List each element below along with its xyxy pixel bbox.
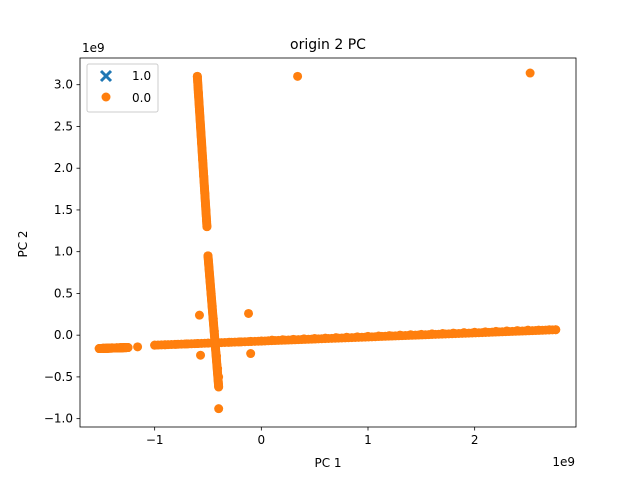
x-axis-label: PC 1 — [314, 456, 341, 470]
y-offset-text: 1e9 — [82, 41, 105, 55]
x-tick-label: 2 — [471, 433, 479, 447]
legend: 1.0 0.0 — [86, 63, 159, 113]
scatter-point — [194, 310, 204, 320]
scatter-point — [293, 71, 303, 81]
scatter-point — [525, 68, 535, 78]
y-tick-label: 1.5 — [54, 203, 73, 217]
scatter-point — [196, 350, 206, 360]
axes-frame — [79, 57, 577, 428]
y-tick-label: 3.0 — [54, 78, 73, 92]
y-tick-label: −1.0 — [44, 412, 73, 426]
legend-label-1: 1.0 — [132, 69, 151, 83]
x-offset-text: 1e9 — [552, 455, 575, 469]
legend-entry-2: 0.0 — [101, 91, 151, 105]
x-tick-label: 0 — [258, 433, 266, 447]
scatter-point — [246, 349, 256, 359]
legend-entry-1: 1.0 — [99, 69, 151, 83]
scatter-point — [244, 308, 254, 318]
y-tick-label: 0.5 — [54, 286, 73, 300]
scatter-point — [551, 325, 561, 335]
y-tick-label: 1.0 — [54, 245, 73, 259]
x-tick-label: 1 — [364, 433, 372, 447]
y-tick-label: −0.5 — [44, 370, 73, 384]
legend-label-2: 0.0 — [132, 91, 151, 105]
y-tick-label: 2.0 — [54, 161, 73, 175]
y-axis-ticks: −1.0 −0.5 0.0 0.5 1.0 1.5 2.0 2.5 3.0 — [44, 78, 80, 426]
scatter-point — [133, 342, 143, 352]
legend-marker-circle — [101, 92, 111, 102]
x-axis-ticks: −1 0 1 2 — [146, 427, 479, 447]
chart-title: origin 2 PC — [290, 37, 366, 53]
scatter-point — [214, 404, 224, 414]
x-tick-label: −1 — [146, 433, 164, 447]
y-axis-label: PC 2 — [16, 230, 30, 257]
scatter-point — [123, 343, 133, 353]
scatter-point — [214, 382, 224, 392]
y-tick-label: 0.0 — [54, 328, 73, 342]
legend-marker-x — [99, 69, 113, 83]
plot-area — [94, 68, 561, 414]
scatter-point — [202, 222, 212, 232]
y-tick-label: 2.5 — [54, 119, 73, 133]
